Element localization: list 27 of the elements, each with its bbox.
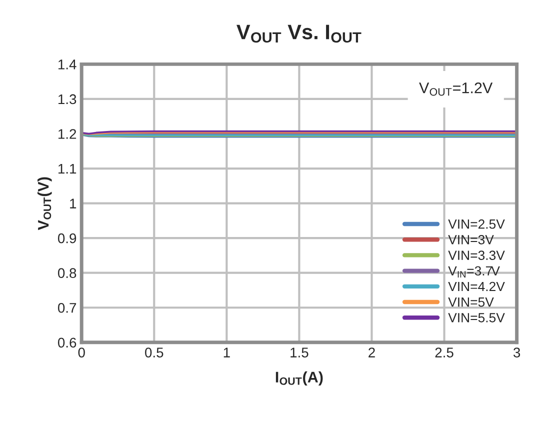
y-tick-label: 1.4 (58, 60, 76, 70)
legend-label: VIN=5.5V (448, 313, 505, 322)
legend-label: VIN=4.2V (448, 282, 505, 292)
chart-title: V$_{OUT}$ Vs. I$_{OUT}$ (236, 24, 362, 43)
x-tick-label: 2.5 (435, 348, 454, 358)
x-tick-label: 3 (513, 348, 520, 358)
legend-label: VIN=2.5V (448, 219, 505, 229)
y-tick-label: 0.8 (58, 268, 76, 278)
y-tick-label: 1 (70, 198, 76, 208)
y-tick-label: 0.7 (58, 302, 76, 313)
y-tick-label: 1.2 (58, 129, 76, 139)
y-tick-label: 0.9 (58, 233, 76, 244)
annotation: V$_{OUT}$=1.2V (419, 82, 493, 96)
x-axis-title: I$_{OUT}$(A) (276, 371, 323, 386)
x-tick-label: 1.5 (290, 348, 308, 358)
x-tick-label: 0 (78, 348, 85, 358)
y-tick-label: 1.3 (58, 94, 76, 104)
y-tick-label: 0.6 (58, 338, 76, 348)
legend-label: VIN=5V (448, 298, 494, 307)
x-tick-label: 1 (224, 348, 230, 358)
legend-label: V$_{IN}$=3.7V (448, 266, 500, 278)
x-tick-label: 0.5 (145, 348, 164, 358)
y-axis-title: V$_{OUT}$(V) (38, 177, 52, 230)
x-tick-label: 2 (368, 348, 375, 358)
legend-label: VIN=3V (448, 235, 494, 244)
y-tick-label: 1.1 (58, 164, 76, 174)
legend-label: VIN=3.3V (448, 250, 505, 260)
